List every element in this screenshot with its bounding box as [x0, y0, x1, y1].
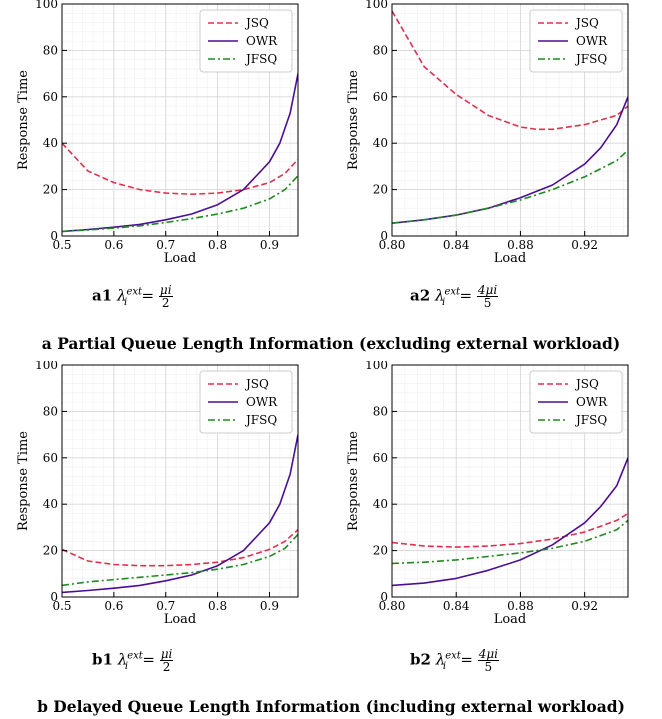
- y-tick-label: 100: [35, 0, 58, 11]
- x-tick-label: 0.88: [507, 599, 534, 613]
- legend: JSQ OWR JFSQ: [199, 9, 293, 73]
- legend-label-owr: OWR: [246, 395, 278, 409]
- legend-label-jsq: JSQ: [574, 377, 599, 391]
- series-line-jsq: [62, 529, 298, 567]
- x-tick-label: 0.8: [208, 238, 227, 252]
- y-tick-label: 20: [43, 544, 58, 558]
- x-tick-label: 0.6: [104, 238, 123, 252]
- y-tick-label: 100: [365, 0, 388, 11]
- legend-box: [199, 370, 293, 434]
- caption-a2: a2 λexti = 4μi 5: [410, 283, 499, 310]
- legend-label-jsq: JSQ: [574, 16, 599, 30]
- x-tick-label: 0.5: [52, 238, 71, 252]
- legend-label-jsq: JSQ: [244, 377, 269, 391]
- x-tick-label: 0.5: [52, 599, 71, 613]
- caption-a1: a1 λexti = μi 2: [92, 283, 173, 310]
- series-line-owr: [392, 457, 628, 587]
- legend-box: [199, 9, 293, 73]
- axes-frame: [61, 3, 299, 237]
- y-tick-label: 60: [43, 90, 58, 104]
- series-line-owr: [392, 96, 628, 224]
- chart-a1: 0.5 0.6 0.7 0.8 0.9 0 20 40 60 80 100 Load Response …: [16, 0, 299, 266]
- legend: JSQ OWR JFSQ: [529, 370, 623, 434]
- y-axis-label: Response Time: [16, 431, 31, 531]
- y-tick-label: 40: [43, 497, 58, 511]
- x-axis-label: Load: [494, 251, 527, 266]
- x-tick-label: 0.92: [571, 238, 598, 252]
- legend-box: [529, 370, 623, 434]
- series-line-jsq: [62, 142, 298, 195]
- x-tick-label: 0.84: [443, 599, 470, 613]
- x-tick-label: 0.80: [379, 238, 406, 252]
- series-line-jfsq: [62, 533, 298, 587]
- y-tick-label: 60: [373, 90, 388, 104]
- x-tick-label: 0.9: [260, 238, 279, 252]
- series-line-jfsq: [392, 149, 628, 224]
- y-tick-label: 80: [373, 404, 388, 418]
- y-tick-label: 0: [50, 229, 58, 243]
- section-a-title: a Partial Queue Length Information (excl…: [41, 334, 621, 353]
- legend: JSQ OWR JFSQ: [199, 370, 293, 434]
- axes-frame: [391, 364, 629, 598]
- legend-label-owr: OWR: [246, 34, 278, 48]
- legend: JSQ OWR JFSQ: [529, 9, 623, 73]
- y-tick-label: 60: [43, 451, 58, 465]
- x-tick-label: 0.9: [260, 599, 279, 613]
- x-tick-label: 0.88: [507, 238, 534, 252]
- axes-frame: [391, 3, 629, 237]
- y-tick-label: 100: [365, 361, 388, 372]
- legend-label-jsq: JSQ: [244, 16, 269, 30]
- y-tick-label: 80: [373, 43, 388, 57]
- y-tick-label: 40: [43, 136, 58, 150]
- x-tick-label: 0.84: [443, 238, 470, 252]
- series-line-owr: [62, 434, 298, 594]
- legend-box: [529, 9, 623, 73]
- y-tick-label: 20: [373, 544, 388, 558]
- y-tick-label: 20: [43, 183, 58, 197]
- caption-b2: b2 λexti = 4μi 5: [410, 647, 499, 674]
- legend-label-jfsq: JFSQ: [574, 52, 607, 66]
- chart-b2: 0.80 0.84 0.88 0.92 0 20 40 60 80 100 Load Response…: [346, 361, 629, 627]
- series-line-jsq: [392, 512, 628, 548]
- y-tick-label: 0: [50, 590, 58, 604]
- y-tick-label: 80: [43, 43, 58, 57]
- y-tick-label: 20: [373, 183, 388, 197]
- caption-b1: b1 λexti = μi 2: [92, 647, 174, 674]
- chart-b1: 0.5 0.6 0.7 0.8 0.9 0 20 40 60 80 100 Load Response …: [16, 361, 299, 627]
- x-tick-label: 0.7: [156, 238, 175, 252]
- y-axis-label: Response Time: [346, 70, 361, 170]
- legend-label-owr: OWR: [576, 34, 608, 48]
- x-axis-label: Load: [494, 612, 527, 627]
- legend-label-jfsq: JFSQ: [244, 52, 277, 66]
- chart-a2: 0.80 0.84 0.88 0.92 0 20 40 60 80 100 Load Response…: [346, 0, 629, 266]
- x-axis-label: Load: [164, 612, 197, 627]
- series-line-owr: [62, 73, 298, 233]
- x-tick-label: 0.80: [379, 599, 406, 613]
- axes-frame: [61, 364, 299, 598]
- x-tick-label: 0.8: [208, 599, 227, 613]
- series-line-jfsq: [62, 175, 298, 233]
- y-tick-label: 0: [380, 229, 388, 243]
- legend-label-jfsq: JFSQ: [244, 413, 277, 427]
- y-tick-label: 100: [35, 361, 58, 372]
- y-tick-label: 80: [43, 404, 58, 418]
- section-b-title: b Delayed Queue Length Information (incl…: [37, 697, 625, 716]
- series-line-jfsq: [392, 519, 628, 565]
- legend-label-jfsq: JFSQ: [574, 413, 607, 427]
- x-tick-label: 0.6: [104, 599, 123, 613]
- y-tick-label: 60: [373, 451, 388, 465]
- x-axis-label: Load: [164, 251, 197, 266]
- y-tick-label: 40: [373, 136, 388, 150]
- legend-label-owr: OWR: [576, 395, 608, 409]
- y-tick-label: 40: [373, 497, 388, 511]
- y-axis-label: Response Time: [16, 70, 31, 170]
- x-tick-label: 0.92: [571, 599, 598, 613]
- x-tick-label: 0.7: [156, 599, 175, 613]
- y-tick-label: 0: [380, 590, 388, 604]
- series-line-jsq: [392, 10, 628, 131]
- y-axis-label: Response Time: [346, 431, 361, 531]
